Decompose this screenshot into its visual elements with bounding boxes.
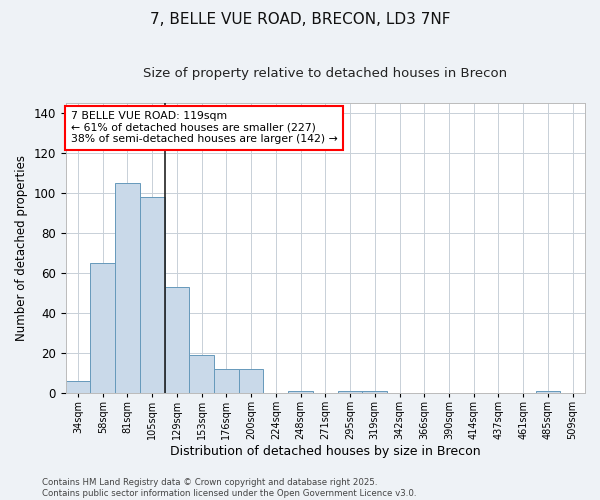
Bar: [338, 390, 362, 392]
Bar: [362, 390, 387, 392]
Title: Size of property relative to detached houses in Brecon: Size of property relative to detached ho…: [143, 68, 508, 80]
Bar: [239, 368, 263, 392]
Bar: [288, 390, 313, 392]
Bar: [214, 368, 239, 392]
Y-axis label: Number of detached properties: Number of detached properties: [15, 154, 28, 340]
Bar: [115, 182, 140, 392]
Bar: [91, 262, 115, 392]
X-axis label: Distribution of detached houses by size in Brecon: Distribution of detached houses by size …: [170, 444, 481, 458]
Bar: [140, 196, 164, 392]
Text: 7 BELLE VUE ROAD: 119sqm
← 61% of detached houses are smaller (227)
38% of semi-: 7 BELLE VUE ROAD: 119sqm ← 61% of detach…: [71, 111, 338, 144]
Text: 7, BELLE VUE ROAD, BRECON, LD3 7NF: 7, BELLE VUE ROAD, BRECON, LD3 7NF: [150, 12, 450, 28]
Bar: [164, 286, 190, 393]
Bar: [536, 390, 560, 392]
Text: Contains HM Land Registry data © Crown copyright and database right 2025.
Contai: Contains HM Land Registry data © Crown c…: [42, 478, 416, 498]
Bar: [65, 380, 91, 392]
Bar: [190, 354, 214, 393]
